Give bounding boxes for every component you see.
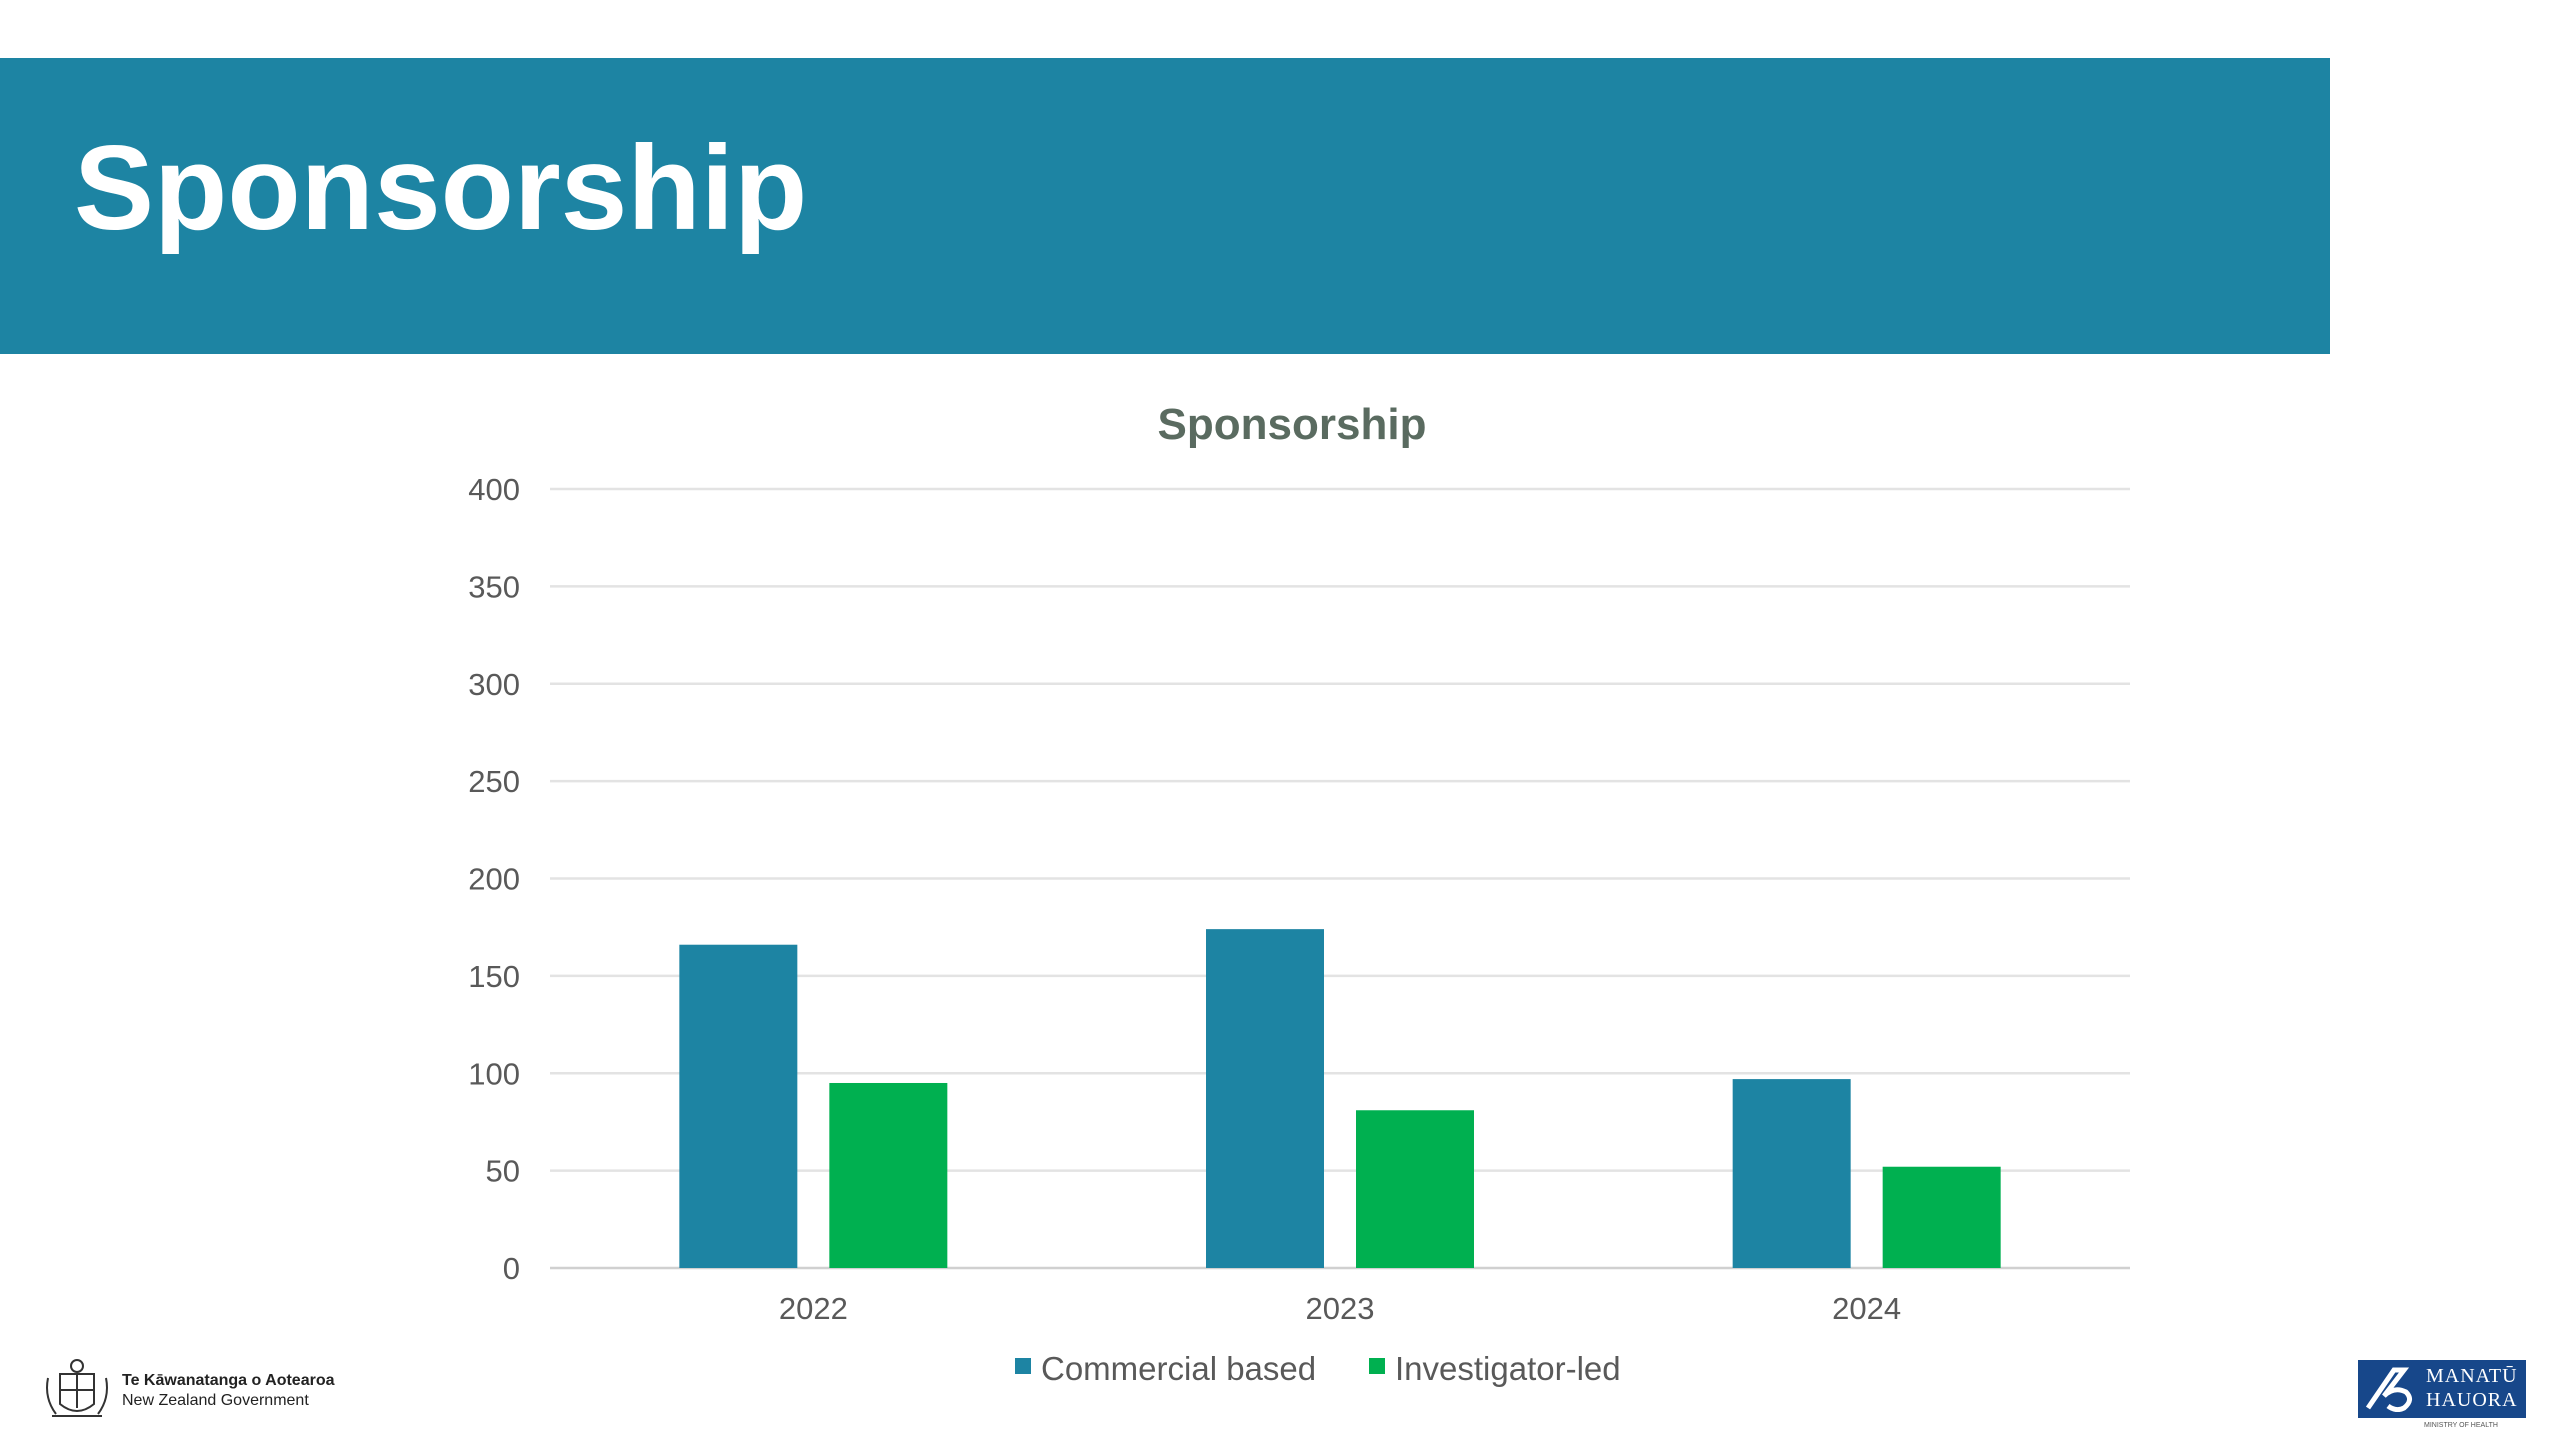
y-tick-label: 150 (468, 959, 520, 994)
chart-title: Sponsorship (1158, 400, 1427, 449)
y-tick-label: 400 (468, 472, 520, 507)
legend: Commercial based Investigator-led (1015, 1350, 1621, 1387)
bar-commercial-based-2024 (1732, 1079, 1851, 1268)
bar-investigator-led-2023 (1356, 1110, 1474, 1268)
coat-of-arms-icon (46, 1359, 108, 1417)
y-tick-label: 200 (468, 862, 520, 897)
legend-label: Commercial based (1041, 1350, 1316, 1387)
bar-commercial-based-2023 (1206, 929, 1324, 1268)
x-axis: 2022 2023 2024 (779, 1291, 1901, 1326)
x-tick-label: 2024 (1832, 1291, 1901, 1326)
bar-investigator-led-2024 (1882, 1166, 2001, 1268)
x-tick-label: 2022 (779, 1291, 848, 1326)
y-tick-label: 250 (468, 764, 520, 799)
slide-title: Sponsorship (74, 121, 808, 255)
y-tick-label: 100 (468, 1056, 520, 1091)
legend-swatch (1369, 1358, 1385, 1374)
moh-name-line1: MANATŪ (2426, 1365, 2518, 1387)
x-tick-label: 2023 (1306, 1291, 1375, 1326)
y-axis: 0 50 100 150 200 250 300 350 400 (468, 472, 520, 1286)
moh-subtitle: MINISTRY OF HEALTH (2424, 1422, 2498, 1429)
bar-commercial-based-2022 (679, 944, 798, 1268)
y-tick-label: 50 (486, 1154, 520, 1189)
y-tick-label: 0 (503, 1251, 520, 1286)
bars (679, 929, 2001, 1268)
gridlines (550, 487, 2130, 1270)
title-banner (0, 58, 2330, 354)
koru-icon (2365, 1367, 2412, 1412)
bar-investigator-led-2022 (829, 1082, 948, 1268)
y-tick-label: 300 (468, 667, 520, 702)
moh-name-line2: HAUORA (2426, 1389, 2518, 1411)
ministry-of-health-logo: MANATŪ HAUORA (2358, 1360, 2526, 1418)
gov-name-maori: Te Kāwanatanga o Aotearoa (122, 1372, 335, 1389)
legend-label: Investigator-led (1395, 1350, 1621, 1387)
gov-name-english: New Zealand Government (122, 1392, 309, 1409)
legend-swatch (1015, 1358, 1031, 1374)
y-tick-label: 350 (468, 569, 520, 604)
